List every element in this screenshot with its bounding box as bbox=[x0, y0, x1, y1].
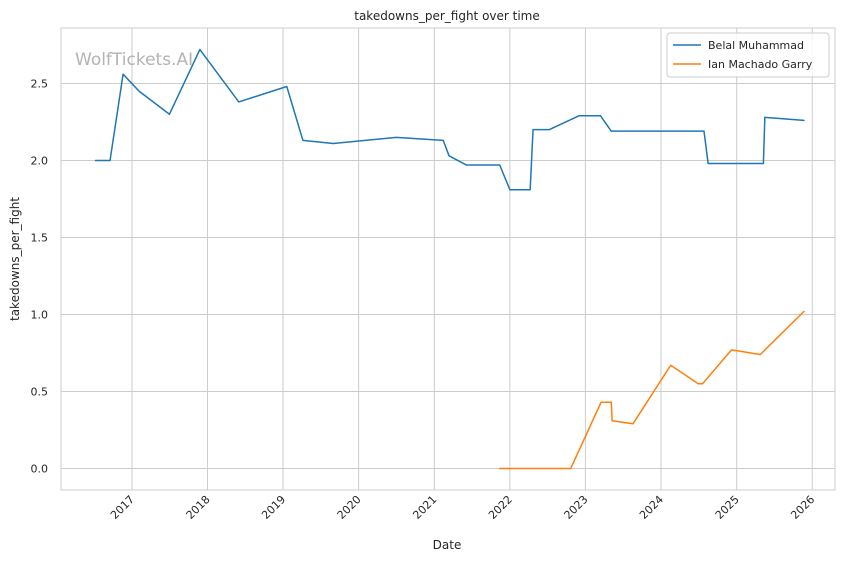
watermark: WolfTickets.AI bbox=[75, 50, 193, 70]
y-tick-label: 1.5 bbox=[31, 231, 49, 244]
x-axis-label: Date bbox=[433, 538, 462, 552]
legend: Belal Muhammad Ian Machado Garry bbox=[666, 32, 830, 78]
series-lines bbox=[94, 48, 805, 470]
y-tick-label: 2.5 bbox=[31, 77, 49, 90]
y-axis-label: takedowns_per_fight bbox=[8, 197, 22, 321]
legend-label-belal-muhammad: Belal Muhammad bbox=[708, 39, 804, 52]
tick-labels: 2017 2018 2019 2020 2021 2022 2023 2024 2025 2026… bbox=[31, 77, 818, 521]
y-tick-label: 2.0 bbox=[31, 154, 49, 167]
grid-lines bbox=[61, 28, 835, 490]
series-line-belal-muhammad bbox=[94, 48, 805, 191]
series-line-ian-machado-garry bbox=[498, 310, 805, 470]
y-tick-label: 0.0 bbox=[31, 462, 49, 475]
plot-frame bbox=[60, 27, 836, 491]
legend-label-ian-machado-garry: Ian Machado Garry bbox=[708, 58, 813, 71]
legend-box bbox=[666, 32, 830, 78]
chart-title: takedowns_per_fight over time bbox=[354, 9, 540, 23]
y-tick-label: 1.0 bbox=[31, 308, 49, 321]
y-tick-label: 0.5 bbox=[31, 385, 49, 398]
